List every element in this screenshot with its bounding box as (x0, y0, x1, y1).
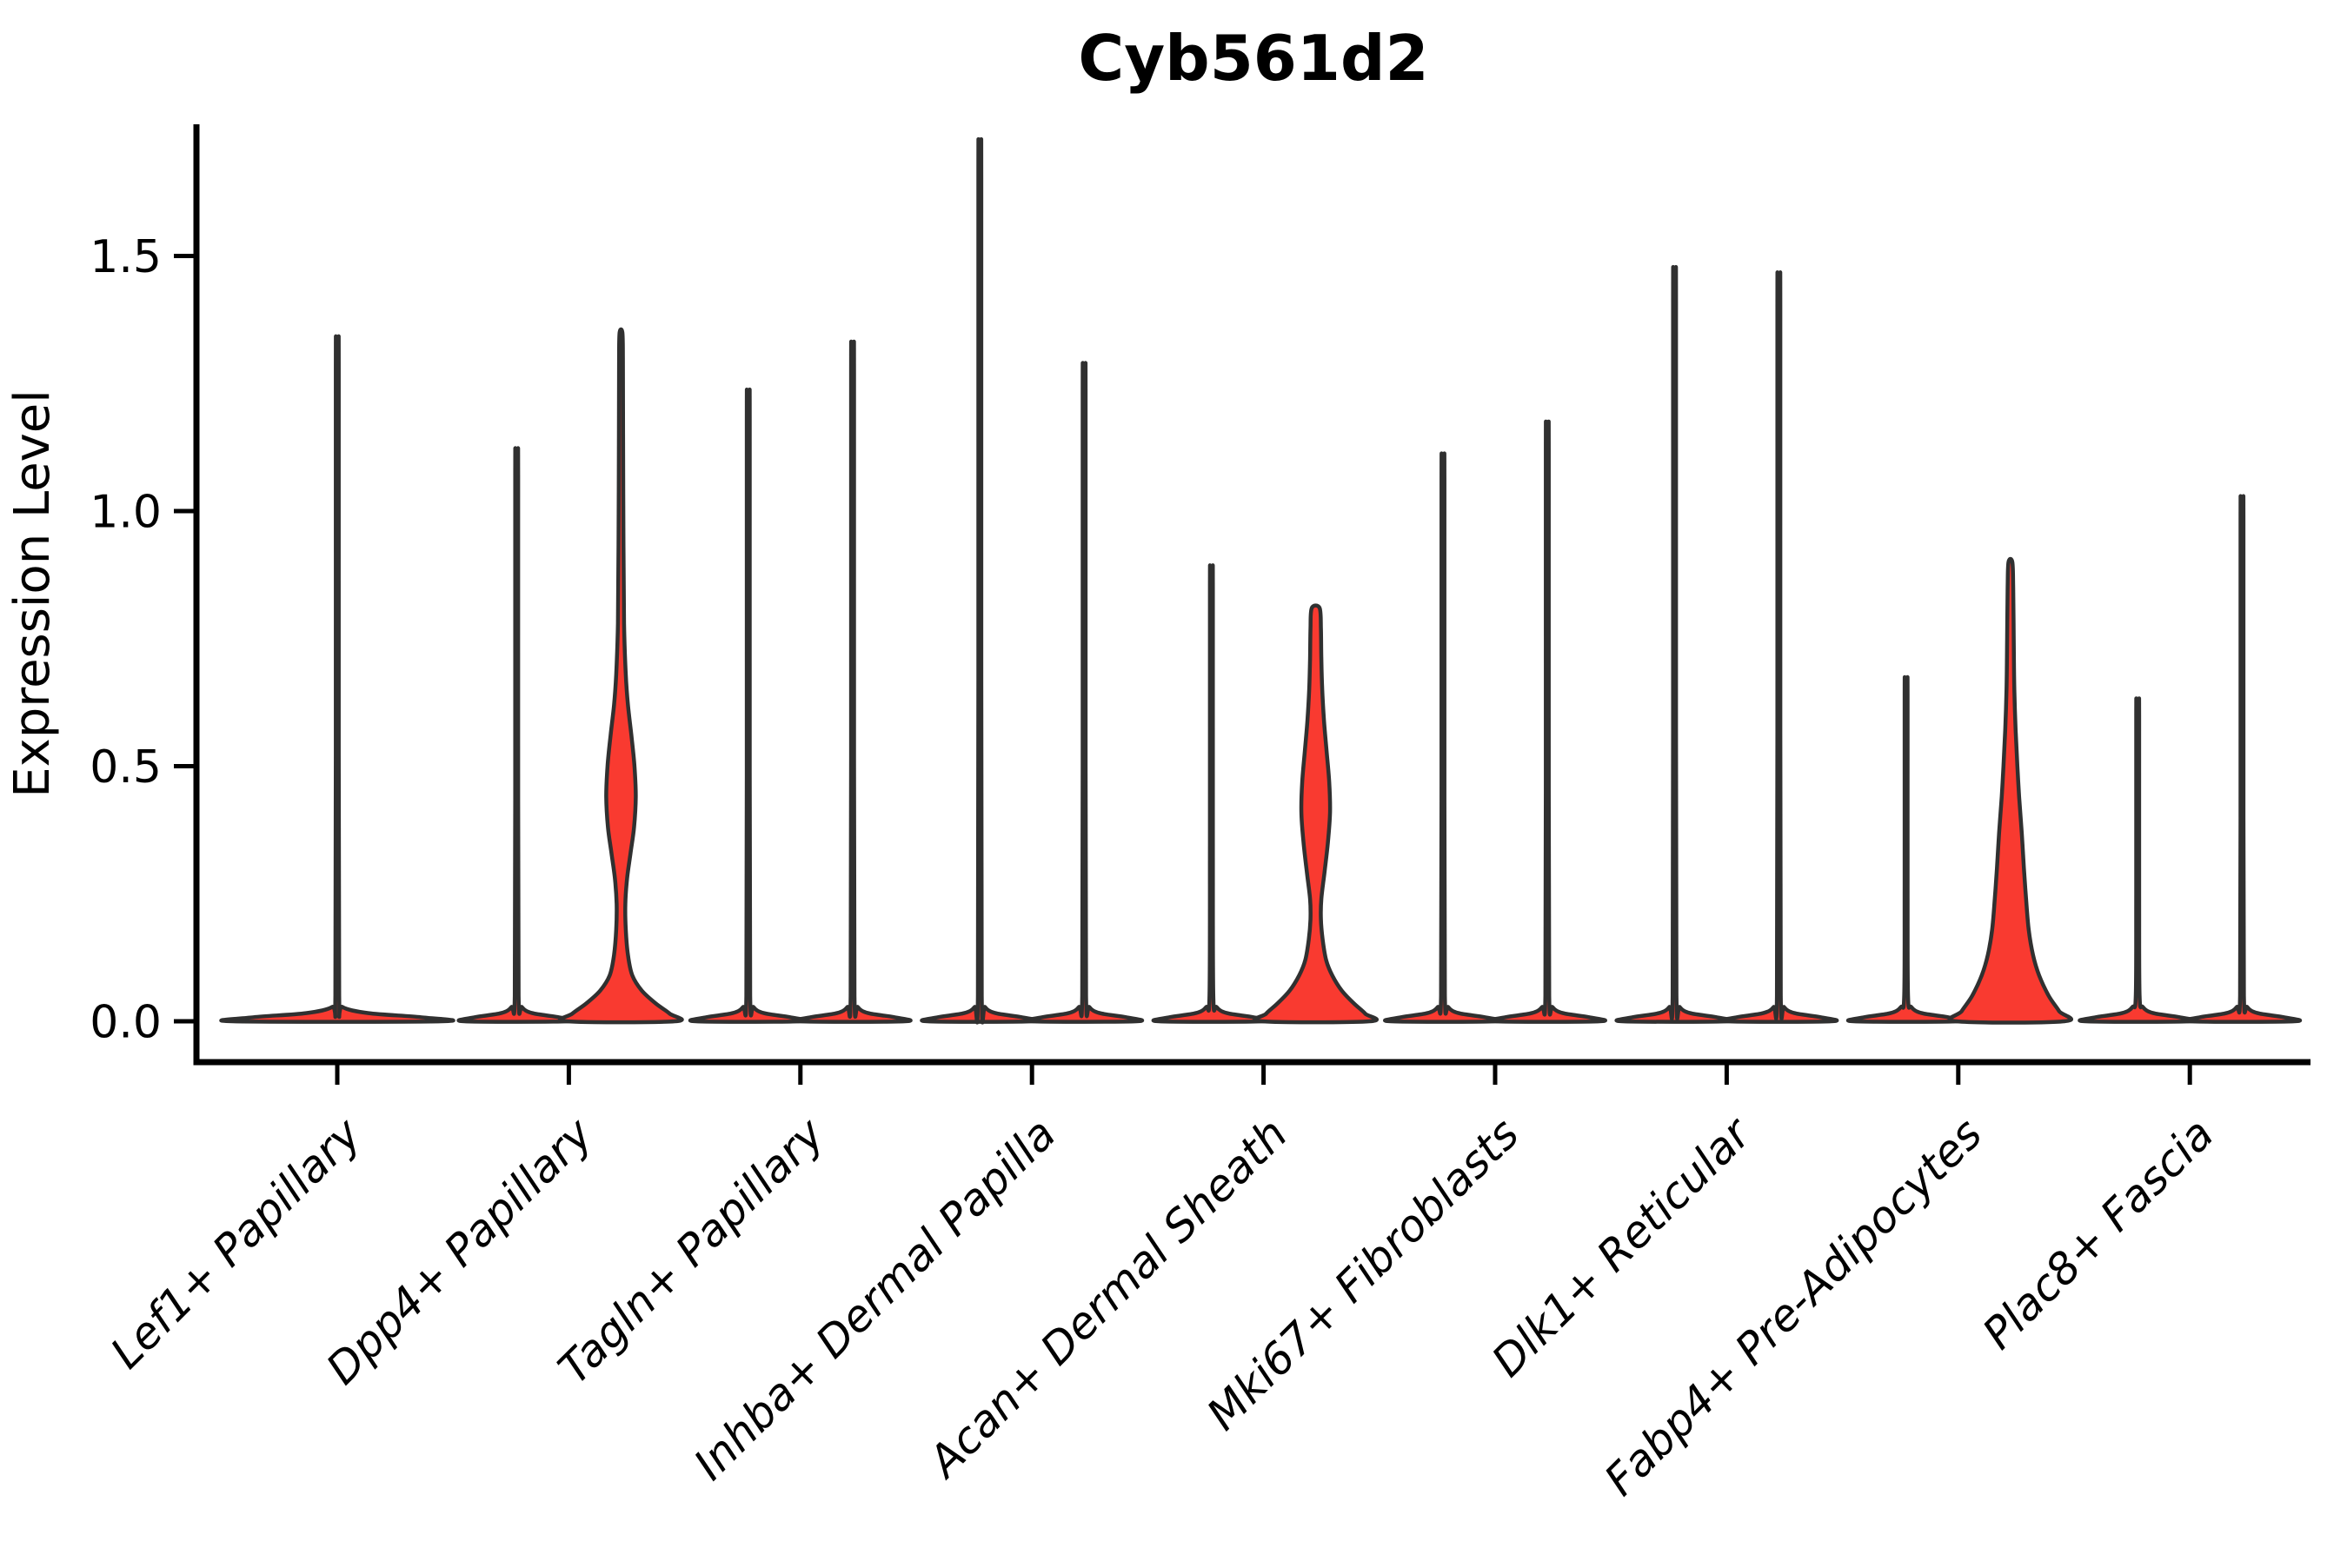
violin-plac8-left (2078, 696, 2198, 1024)
violin-dlk1-right (1719, 270, 1839, 1024)
y-tick-label: 0.5 (90, 741, 162, 794)
violin-fabp4-right (1947, 556, 2073, 1025)
chart-title: Cyb561d2 (1078, 22, 1428, 95)
violin-tagln-left (688, 388, 808, 1024)
y-tick-label: 1.5 (90, 231, 162, 283)
violin-acan-left (1151, 563, 1272, 1024)
y-tick-label: 0.0 (90, 997, 162, 1049)
violin-mki67-left (1383, 451, 1503, 1024)
violin-dpp4-right (558, 327, 684, 1025)
violin-tagln-right (792, 339, 913, 1024)
violin-inhba-left (920, 136, 1041, 1025)
violin-inhba-right (1024, 361, 1145, 1024)
x-tick-label: Fabp4+ Pre-Adipocytes (1595, 1108, 1992, 1505)
violin-fabp4-left (1845, 674, 1966, 1024)
violin-plac8-right (2182, 494, 2303, 1024)
violin-acan-right (1253, 603, 1379, 1025)
y-tick-label: 1.0 (90, 487, 162, 539)
violin-dpp4-left (456, 446, 577, 1024)
violins (219, 136, 2303, 1025)
violin-lef1-center (219, 334, 455, 1024)
y-axis-label: Expression Level (4, 389, 61, 798)
violin-dlk1-left (1614, 265, 1735, 1024)
violin-mki67-right (1487, 419, 1607, 1024)
x-tick-label: Lef1+ Papillary (101, 1107, 371, 1378)
x-tick-label: Plac8+ Fascia (1973, 1108, 2224, 1359)
